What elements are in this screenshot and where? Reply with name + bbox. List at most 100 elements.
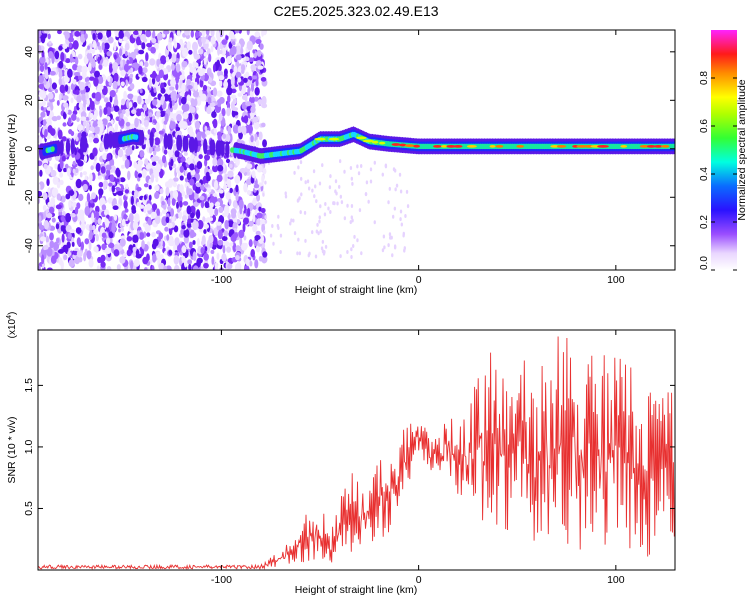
heatmap-noise-cell <box>261 95 267 106</box>
heatmap-noise-cell <box>369 179 373 184</box>
heatmap-noise-cell <box>161 154 167 164</box>
heatmap-noise-cell <box>124 42 130 51</box>
heatmap-noise-cell <box>112 61 119 71</box>
heatmap-noise-cell <box>261 30 264 37</box>
chart-title: C2E5.2025.323.02.49.E13 <box>273 3 438 19</box>
heatmap-noise-cell <box>122 252 127 258</box>
heatmap-peak-cell <box>441 144 448 148</box>
heatmap-noise-cell <box>393 244 397 249</box>
heatmap-noise-cell <box>284 191 287 196</box>
heatmap-noise-cell <box>145 52 149 62</box>
heatmap-noise-cell <box>252 224 258 233</box>
heatmap-noise-cell <box>293 170 296 175</box>
heatmap-noise-cell <box>113 54 117 60</box>
heatmap-noise-cell <box>392 167 396 172</box>
heatmap-noise-cell <box>155 163 161 173</box>
heatmap-noise-cell <box>134 63 140 68</box>
heatmap-noise-cell <box>241 94 248 101</box>
heatmap-noise-cell <box>67 117 72 126</box>
heatmap-band-cell <box>59 139 64 156</box>
heatmap-noise-cell <box>137 176 141 182</box>
heatmap-noise-cell <box>235 157 240 167</box>
heatmap-noise-cell <box>105 237 111 245</box>
heatmap-noise-cell <box>84 238 90 245</box>
heatmap-noise-cell <box>151 38 157 44</box>
heatmap-noise-cell <box>44 69 49 80</box>
heatmap-noise-cell <box>181 224 186 230</box>
heatmap-noise-cell <box>227 263 233 270</box>
heatmap-noise-cell <box>225 191 231 201</box>
heatmap-noise-cell <box>271 224 274 229</box>
heatmap-noise-cell <box>146 232 151 237</box>
heatmap-noise-cell <box>98 188 104 196</box>
heatmap-noise-cell <box>134 169 139 179</box>
heatmap-noise-cell <box>179 38 184 46</box>
heatmap-noise-cell <box>69 42 72 49</box>
heatmap-noise-cell <box>97 175 103 180</box>
heatmap-noise-cell <box>152 31 156 39</box>
heatmap-noise-cell <box>126 236 133 242</box>
heatmap-noise-cell <box>175 63 181 73</box>
heatmap-noise-cell <box>238 229 245 239</box>
heatmap-noise-cell <box>195 182 202 188</box>
heatmap-peak-cell <box>639 144 650 148</box>
heatmap-noise-cell <box>79 171 83 178</box>
heatmap-noise-cell <box>152 253 157 263</box>
heatmap-noise-cell <box>76 202 81 209</box>
heatmap-noise-cell <box>198 154 203 160</box>
heatmap-noise-cell <box>169 37 173 43</box>
heatmap-noise-cell <box>229 163 233 168</box>
heatmap-noise-cell <box>176 30 181 37</box>
heatmap-noise-cell <box>77 53 83 60</box>
heatmap-noise-cell <box>208 234 214 244</box>
heatmap-noise-cell <box>205 30 210 36</box>
heatmap-noise-cell <box>365 180 369 185</box>
heatmap-noise-cell <box>229 68 233 74</box>
heatmap-noise-cell <box>78 193 84 202</box>
heatmap-noise-cell <box>209 217 214 222</box>
heatmap-noise-cell <box>186 205 192 215</box>
heatmap-noise-cell <box>74 57 79 66</box>
heatmap-noise-cell <box>132 234 139 243</box>
heatmap-noise-cell <box>103 107 108 116</box>
heatmap-noise-cell <box>113 41 117 51</box>
heatmap-noise-cell <box>174 264 180 270</box>
heatmap-noise-cell <box>256 212 263 219</box>
heatmap-noise-cell <box>297 237 300 242</box>
heatmap-noise-cell <box>126 59 130 65</box>
heatmap-noise-cell <box>212 157 218 167</box>
snr-frame <box>37 329 676 571</box>
heatmap-noise-cell <box>190 30 194 38</box>
heatmap-noise-cell <box>314 184 317 189</box>
heatmap-noise-cell <box>118 30 124 39</box>
heatmap-noise-cell <box>167 205 172 211</box>
heatmap-noise-cell <box>81 93 86 102</box>
heatmap-noise-cell <box>132 220 139 230</box>
heatmap-noise-cell <box>89 126 95 132</box>
heatmap-noise-cell <box>186 94 191 102</box>
heatmap-noise-cell <box>252 213 256 223</box>
heatmap-noise-cell <box>67 251 72 257</box>
heatmap-noise-cell <box>49 240 55 249</box>
heatmap-noise-cell <box>130 195 134 206</box>
heatmap-noise-cell <box>121 98 126 106</box>
heatmap-noise-cell <box>217 45 221 56</box>
heatmap-noise-cell <box>327 206 330 211</box>
heatmap-noise-cell <box>343 216 347 221</box>
colorbar-tick-label: 0.8 <box>699 71 710 85</box>
heatmap-noise-cell <box>132 101 138 108</box>
heatmap-noise-cell <box>393 206 397 211</box>
heatmap-noise-cell <box>80 214 85 223</box>
heatmap-noise-cell <box>338 184 341 189</box>
heatmap-noise-cell <box>235 54 242 61</box>
heatmap-noise-cell <box>50 169 57 178</box>
heatmap-noise-cell <box>179 184 184 194</box>
heatmap-noise-cell <box>69 229 76 234</box>
heatmap-noise-cell <box>216 174 223 183</box>
heatmap-noise-cell <box>356 164 359 169</box>
heatmap-noise-cell <box>62 43 68 49</box>
snr-y-axis-label: SNR (10 * v/v) <box>6 416 18 483</box>
heatmap-noise-cell <box>165 216 170 224</box>
heatmap-noise-cell <box>227 170 234 178</box>
heatmap-noise-cell <box>176 208 181 213</box>
